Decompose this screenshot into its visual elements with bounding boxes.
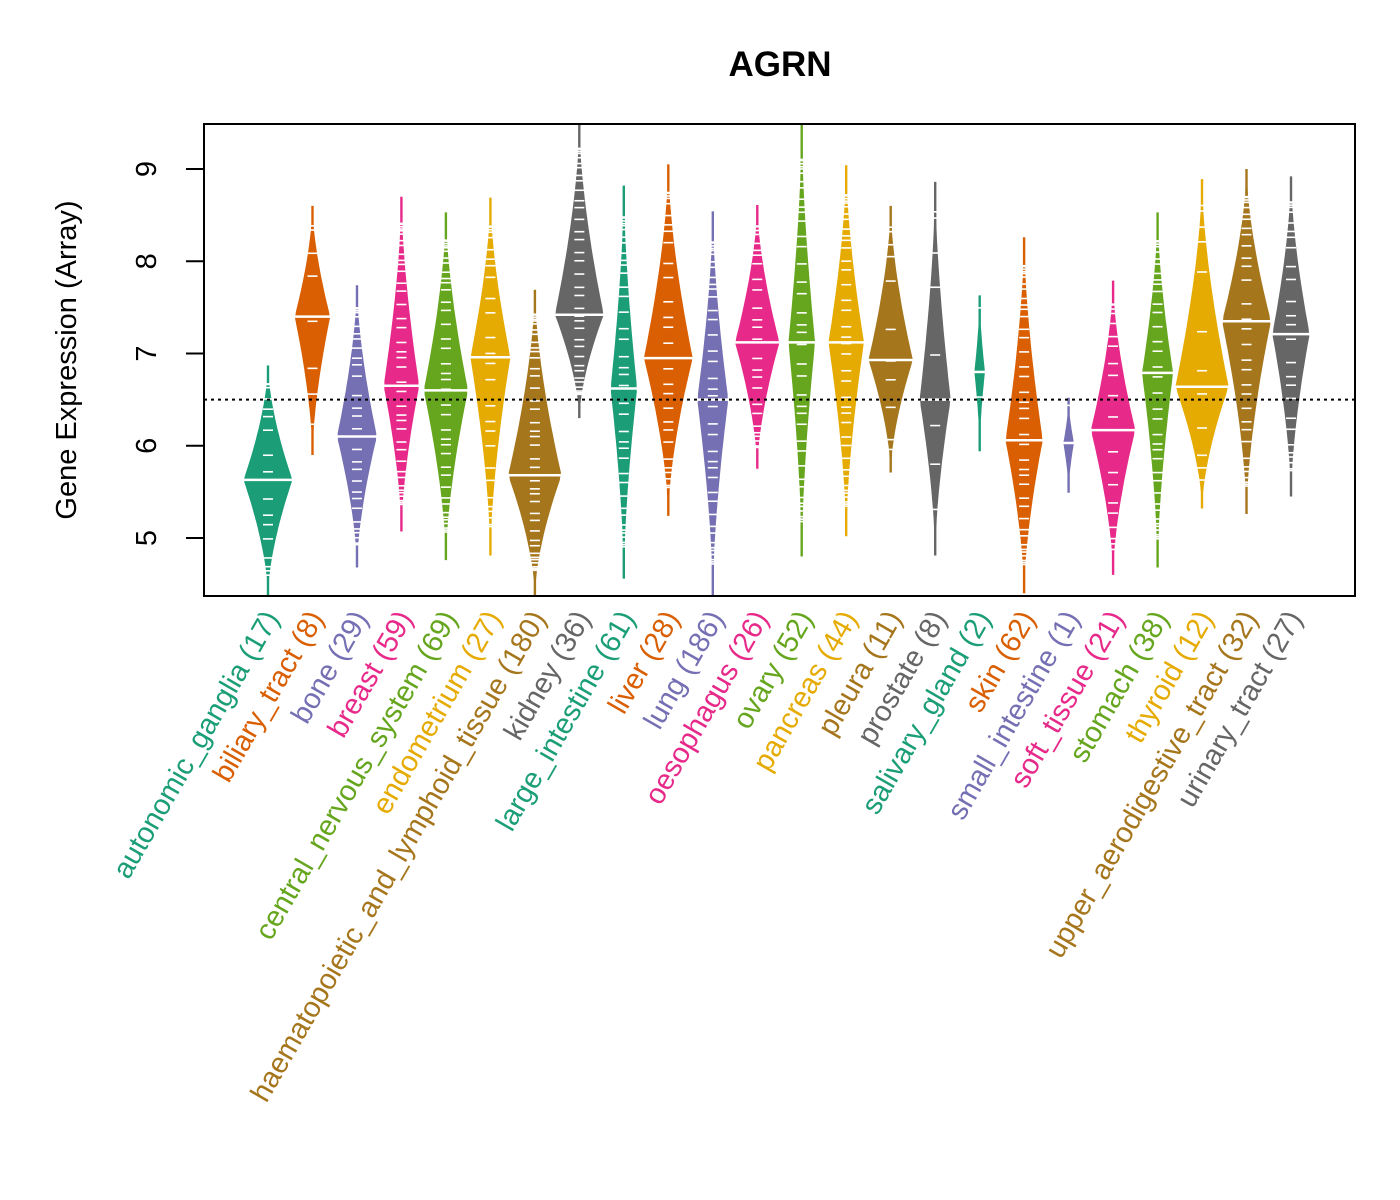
y-tick-label: 7	[131, 345, 163, 361]
violin	[1173, 179, 1231, 509]
y-tick-label: 9	[131, 161, 163, 177]
x-axis-labels: autonomic_ganglia (17)biliary_tract (8)b…	[107, 606, 1309, 1108]
violin-body	[1091, 280, 1135, 575]
violin-body	[1142, 212, 1173, 568]
violin-body	[919, 181, 951, 556]
violin-body	[788, 125, 815, 557]
violin-body	[610, 185, 637, 579]
y-axis: 5 6 7 8 9	[131, 161, 204, 546]
violin-body	[1005, 237, 1043, 594]
violin-body	[697, 211, 728, 595]
violin	[917, 181, 953, 556]
y-axis-label: Gene Expression (Array)	[51, 200, 83, 519]
violin	[733, 205, 782, 469]
violin	[972, 295, 987, 452]
violin	[1270, 176, 1312, 497]
violin-body	[555, 125, 604, 419]
violin-body	[1222, 169, 1271, 514]
violin	[1088, 280, 1138, 575]
violin-body	[295, 205, 330, 455]
plot-frame	[203, 123, 1356, 597]
violins-layer	[241, 125, 1312, 595]
violin-body	[868, 205, 913, 473]
violin	[1061, 397, 1076, 493]
violin-body	[974, 295, 985, 452]
violin-body	[384, 196, 419, 532]
violin	[826, 165, 867, 537]
violin	[421, 212, 471, 561]
violin-body	[508, 289, 561, 595]
violin	[641, 164, 695, 516]
violin-body	[643, 164, 693, 516]
y-tick-label: 8	[131, 253, 163, 269]
violin-body	[424, 212, 468, 561]
chart-title: AGRN	[728, 45, 831, 84]
violin	[381, 196, 422, 532]
violin	[695, 211, 731, 595]
violin-body	[1063, 397, 1074, 493]
violin	[506, 289, 564, 595]
violin	[786, 125, 818, 557]
violin	[241, 365, 295, 595]
violin-body	[1175, 179, 1229, 509]
violin	[1003, 237, 1045, 594]
violin	[552, 125, 606, 419]
violin	[468, 197, 513, 556]
violin-body	[735, 205, 780, 469]
violin-body	[470, 197, 511, 556]
violin	[292, 205, 333, 455]
violin	[1139, 212, 1176, 568]
violin	[866, 205, 915, 473]
violin-body	[337, 285, 377, 568]
violin	[334, 285, 379, 568]
y-tick-label: 6	[131, 438, 163, 454]
violin	[1220, 169, 1273, 514]
violin-body	[1272, 176, 1310, 497]
violin	[608, 185, 640, 579]
violin-body	[828, 165, 864, 537]
y-tick-label: 5	[131, 530, 163, 546]
